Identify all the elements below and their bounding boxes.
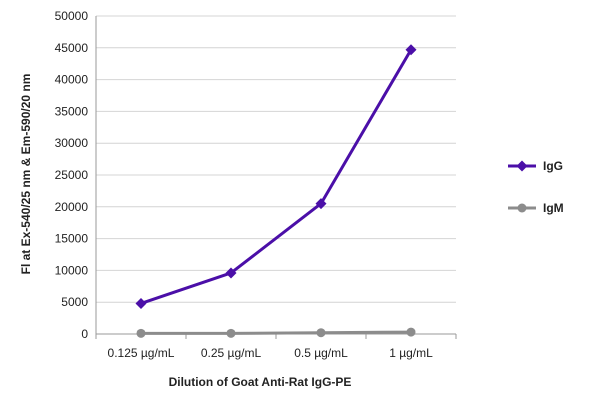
data-point-igm [316, 328, 326, 338]
y-tick-label: 10000 [55, 263, 89, 277]
gridlines [96, 15, 456, 303]
series-igg [135, 44, 417, 309]
x-tick-label: 1 µg/mL [389, 346, 433, 360]
legend-label: IgM [543, 201, 564, 215]
y-tick-label: 30000 [55, 136, 89, 150]
y-axis-title: Fl at Ex-540/25 nm & Em-590/20 nm [19, 74, 33, 275]
legend-item-igm: IgM [508, 201, 564, 215]
series-line-igm [141, 330, 412, 335]
legend: IgG IgM [508, 159, 564, 215]
y-tick-label: 5000 [61, 295, 88, 309]
y-tick-label: 20000 [55, 200, 89, 214]
data-point-igm [136, 328, 146, 338]
data-point-igg [135, 297, 147, 309]
legend-item-igg: IgG [508, 159, 563, 173]
legend-label: IgG [543, 159, 563, 173]
y-tick-label: 45000 [55, 41, 89, 55]
data-point-igm [226, 328, 236, 338]
data-point-igg [225, 267, 237, 279]
x-tick-label: 0.5 µg/mL [294, 346, 348, 360]
y-tick-labels: 0 5000 10000 15000 20000 25000 30000 35000 40000… [55, 9, 89, 341]
y-tick-label: 40000 [55, 73, 89, 87]
legend-marker [517, 203, 527, 213]
y-tick-label: 50000 [55, 9, 89, 23]
x-axis-title: Dilution of Goat Anti-Rat IgG-PE [169, 375, 352, 389]
y-tick-label: 15000 [55, 232, 89, 246]
legend-marker [516, 160, 528, 172]
series-igm [136, 327, 416, 338]
y-tick-label: 35000 [55, 104, 89, 118]
series [135, 44, 417, 338]
x-tick-labels: 0.125 µg/mL 0.25 µg/mL 0.5 µg/mL 1 µg/mL [108, 346, 434, 360]
series-line-igg [140, 48, 413, 305]
x-tick-label: 0.125 µg/mL [108, 346, 175, 360]
data-point-igg [405, 44, 417, 56]
x-tick-label: 0.25 µg/mL [201, 346, 262, 360]
y-tick-label: 25000 [55, 168, 89, 182]
data-point-igm [406, 327, 416, 337]
y-tick-label: 0 [81, 327, 88, 341]
data-point-igg [315, 198, 327, 210]
